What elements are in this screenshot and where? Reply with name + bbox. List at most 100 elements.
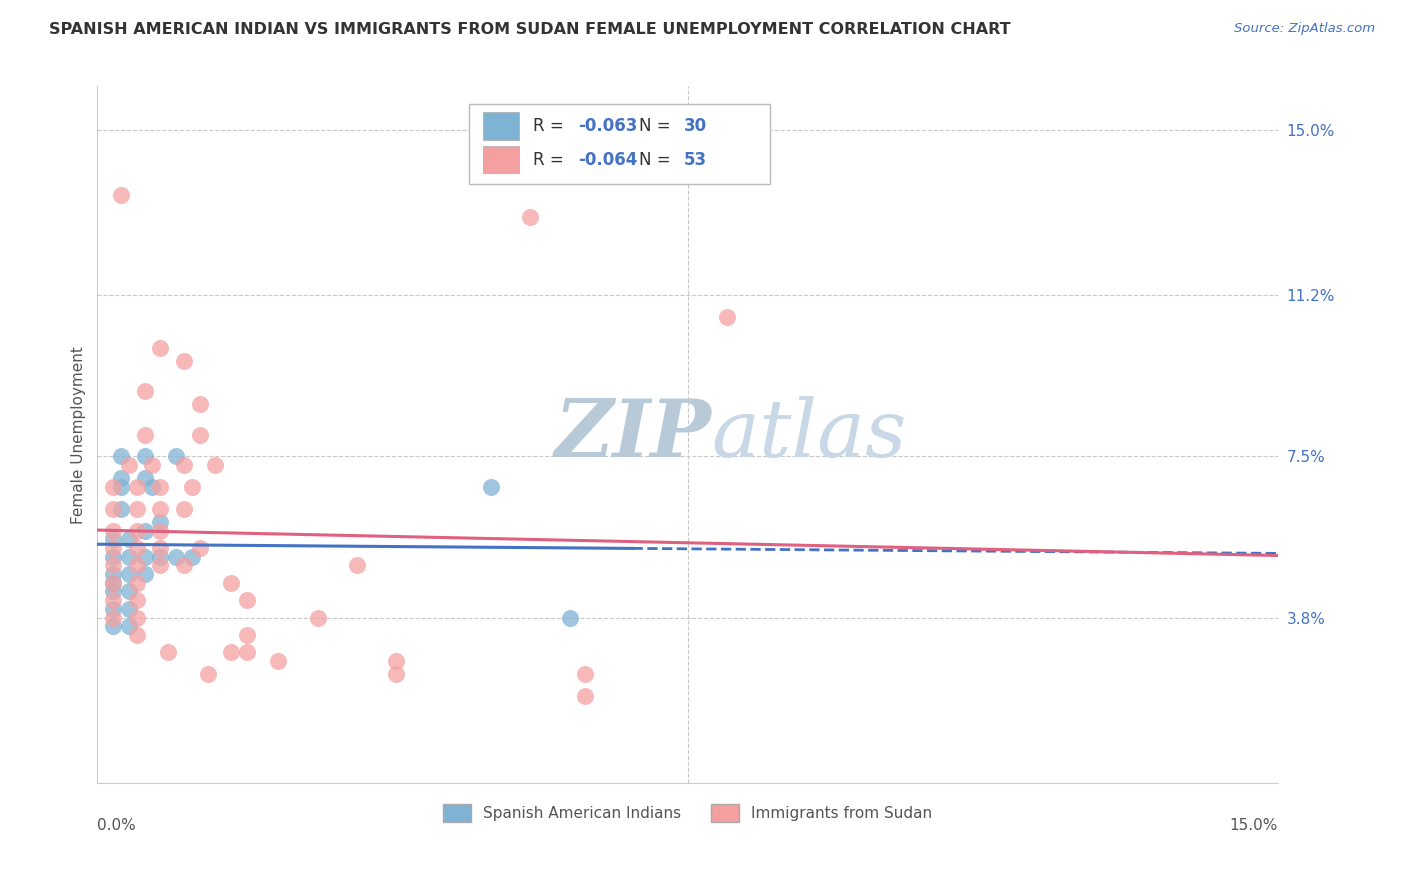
Point (101, 575, 124, 590)
Point (101, 593, 124, 607)
Point (188, 541, 211, 555)
Text: ZIP: ZIP (554, 396, 711, 474)
Point (134, 524, 156, 538)
Point (118, 458, 141, 473)
Point (173, 458, 195, 473)
Point (219, 645, 242, 659)
Point (173, 501, 195, 516)
Point (385, 654, 408, 668)
Point (149, 480, 172, 494)
Point (101, 549, 124, 564)
Point (197, 667, 219, 681)
Point (149, 515, 172, 529)
Point (165, 549, 187, 564)
Point (101, 610, 124, 624)
Point (716, 310, 738, 325)
Point (125, 628, 148, 642)
Text: 30: 30 (685, 117, 707, 135)
Point (149, 558, 172, 573)
Point (157, 645, 180, 659)
Point (101, 602, 124, 616)
Point (118, 567, 141, 582)
Text: N =: N = (640, 117, 676, 135)
FancyBboxPatch shape (470, 103, 770, 184)
Point (110, 450, 132, 464)
Point (125, 593, 148, 607)
Point (149, 341, 172, 355)
Point (346, 558, 368, 573)
Point (134, 567, 156, 582)
Text: N =: N = (640, 151, 676, 169)
Point (125, 610, 148, 624)
Point (385, 667, 408, 681)
Point (165, 450, 187, 464)
Point (134, 549, 156, 564)
Point (125, 558, 148, 573)
Text: 0.0%: 0.0% (97, 818, 136, 833)
Point (149, 524, 172, 538)
Point (141, 458, 163, 473)
Point (101, 567, 124, 582)
Text: 53: 53 (685, 151, 707, 169)
Point (125, 480, 148, 494)
Point (101, 532, 124, 546)
Point (180, 480, 202, 494)
Point (134, 450, 156, 464)
Point (307, 610, 329, 624)
Point (173, 353, 195, 368)
FancyBboxPatch shape (484, 112, 519, 140)
Point (101, 480, 124, 494)
Point (236, 645, 259, 659)
Point (101, 524, 124, 538)
Point (110, 480, 132, 494)
Point (574, 667, 596, 681)
Point (125, 541, 148, 555)
Point (118, 584, 141, 599)
Point (519, 210, 541, 224)
Point (110, 501, 132, 516)
Y-axis label: Female Unemployment: Female Unemployment (72, 346, 86, 524)
Point (110, 471, 132, 485)
Point (101, 558, 124, 573)
Point (134, 384, 156, 399)
Point (236, 593, 259, 607)
Text: 15.0%: 15.0% (1230, 818, 1278, 833)
Point (180, 549, 202, 564)
Point (149, 501, 172, 516)
Point (118, 549, 141, 564)
Text: atlas: atlas (711, 396, 907, 474)
Text: -0.063: -0.063 (578, 117, 637, 135)
Point (101, 541, 124, 555)
Point (558, 610, 581, 624)
Point (101, 575, 124, 590)
Point (188, 397, 211, 411)
Point (125, 524, 148, 538)
Point (101, 584, 124, 599)
Text: R =: R = (533, 117, 569, 135)
Point (267, 654, 290, 668)
Point (125, 575, 148, 590)
FancyBboxPatch shape (484, 145, 519, 173)
Point (149, 541, 172, 555)
Point (118, 619, 141, 633)
Point (574, 689, 596, 703)
Point (236, 628, 259, 642)
Point (101, 501, 124, 516)
Point (188, 427, 211, 442)
Point (134, 471, 156, 485)
Point (149, 549, 172, 564)
Text: SPANISH AMERICAN INDIAN VS IMMIGRANTS FROM SUDAN FEMALE UNEMPLOYMENT CORRELATION: SPANISH AMERICAN INDIAN VS IMMIGRANTS FR… (49, 22, 1011, 37)
Legend: Spanish American Indians, Immigrants from Sudan: Spanish American Indians, Immigrants fro… (437, 797, 938, 828)
Point (479, 480, 502, 494)
Point (204, 458, 226, 473)
Point (118, 602, 141, 616)
Text: -0.064: -0.064 (578, 151, 637, 169)
Point (173, 558, 195, 573)
Point (141, 480, 163, 494)
Point (118, 532, 141, 546)
Point (125, 501, 148, 516)
Text: R =: R = (533, 151, 569, 169)
Point (110, 188, 132, 202)
Point (134, 427, 156, 442)
Text: Source: ZipAtlas.com: Source: ZipAtlas.com (1234, 22, 1375, 36)
